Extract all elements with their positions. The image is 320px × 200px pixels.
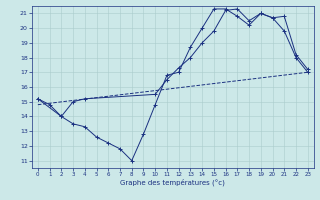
X-axis label: Graphe des températures (°c): Graphe des températures (°c) bbox=[120, 179, 225, 186]
